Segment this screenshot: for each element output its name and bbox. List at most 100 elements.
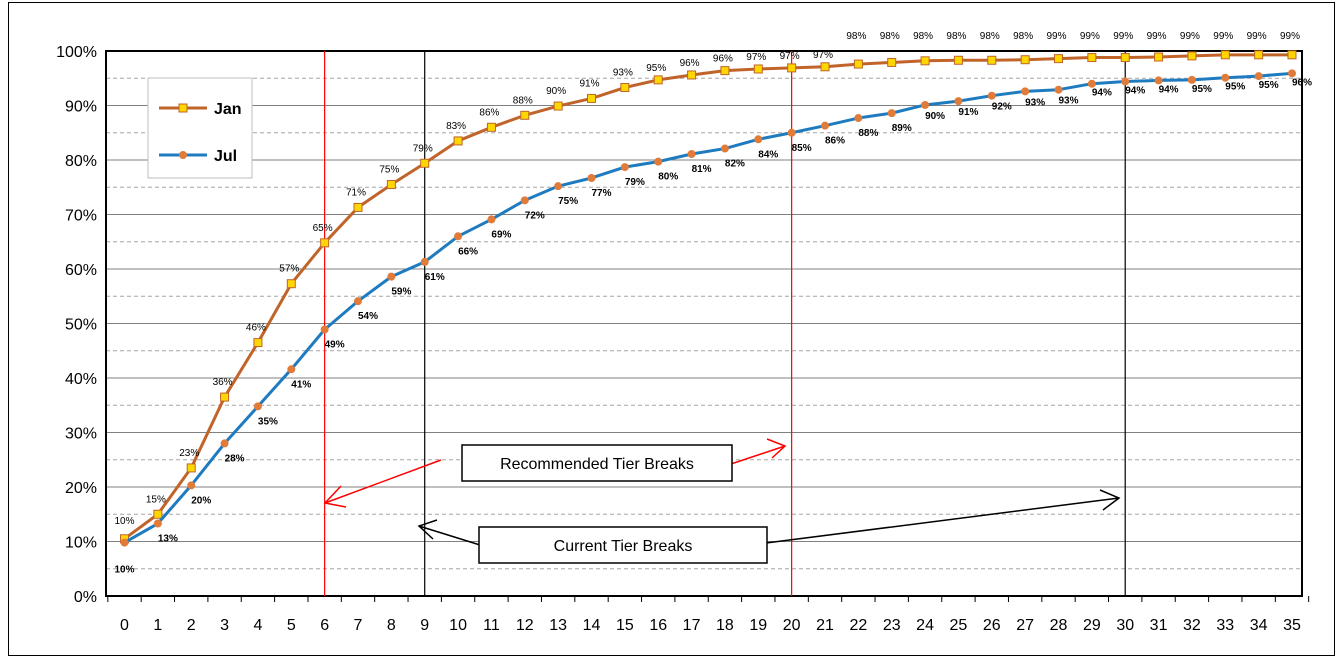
tier-break-lines xyxy=(324,51,1126,596)
x-tick-label: 10 xyxy=(449,617,467,634)
data-label-jul: 79% xyxy=(625,177,645,188)
x-tick-label: 31 xyxy=(1150,617,1168,634)
y-tick-label: 90% xyxy=(65,99,97,116)
recommended-arrowhead-right xyxy=(766,438,787,459)
x-tick-label: 6 xyxy=(320,617,329,634)
marker-jul xyxy=(287,365,296,374)
data-label-jan: 95% xyxy=(646,63,666,74)
marker-jul xyxy=(1254,72,1263,81)
data-label-jul: 41% xyxy=(291,379,311,390)
x-tick-label: 19 xyxy=(749,617,767,634)
marker-jul xyxy=(320,325,329,334)
data-label-jul: 35% xyxy=(258,416,278,427)
annotation-current: Current Tier Breaks xyxy=(417,489,1121,564)
marker-jan xyxy=(1020,55,1030,65)
y-tick-label: 70% xyxy=(65,208,97,225)
marker-jul xyxy=(654,157,663,166)
marker-jul xyxy=(1221,73,1230,82)
data-label-jan: 57% xyxy=(279,264,299,275)
chart-frame: 0% 10% 20% 30% 40% 50% 60% 70% 80% 90% 100% 0 1 2 3 4 5 6… xyxy=(8,2,1335,656)
x-tick-label: 12 xyxy=(516,617,534,634)
data-label-jul: 54% xyxy=(358,311,378,322)
x-tick-label: 21 xyxy=(816,617,834,634)
marker-jan xyxy=(320,238,330,248)
data-label-jan: 91% xyxy=(579,78,599,89)
data-label-jan: 99% xyxy=(1113,31,1133,42)
x-tick-label: 2 xyxy=(187,617,196,634)
current-arrow-left xyxy=(418,525,481,546)
data-label-jan: 99% xyxy=(1147,31,1167,42)
marker-jan xyxy=(1254,50,1264,60)
data-label-jul: 88% xyxy=(858,128,878,139)
marker-jan xyxy=(853,59,863,69)
marker-jul xyxy=(620,163,629,172)
marker-jul xyxy=(1087,79,1096,88)
recommended-arrow-right xyxy=(727,445,786,466)
x-tick-label: 17 xyxy=(683,617,701,634)
data-label-jul: 92% xyxy=(992,102,1012,113)
y-tick-label: 100% xyxy=(56,44,97,61)
marker-jul xyxy=(220,439,229,448)
marker-jul xyxy=(587,173,596,182)
data-label-jan: 99% xyxy=(1213,31,1233,42)
data-label-jan: 97% xyxy=(780,51,800,62)
marker-jan xyxy=(286,279,296,289)
data-label-jan: 83% xyxy=(446,121,466,132)
data-label-jul: 96% xyxy=(1292,77,1312,88)
marker-jan xyxy=(1220,50,1230,60)
marker-jan xyxy=(220,392,230,402)
data-label-jul: 61% xyxy=(425,272,445,283)
data-label-jan: 36% xyxy=(213,377,233,388)
marker-jan xyxy=(453,136,463,146)
data-label-jul: 82% xyxy=(725,159,745,170)
x-tick-label: 35 xyxy=(1283,617,1301,634)
data-label-jan: 88% xyxy=(513,95,533,106)
data-label-jan: 23% xyxy=(179,448,199,459)
data-label-jul: 66% xyxy=(458,246,478,257)
recommended-box xyxy=(461,444,733,482)
marker-jul xyxy=(821,121,829,130)
marker-jul xyxy=(153,519,162,528)
marker-jan xyxy=(1287,50,1297,60)
data-label-jan: 98% xyxy=(913,31,933,42)
marker-jan xyxy=(787,63,797,73)
data-label-jan: 96% xyxy=(713,54,733,65)
current-label: Current Tier Breaks xyxy=(554,538,693,555)
marker-jan xyxy=(1120,53,1130,63)
legend-jan-label: Jan xyxy=(214,101,242,118)
data-label-jan: 71% xyxy=(346,187,366,198)
x-tick-label: 4 xyxy=(253,617,262,634)
x-tick-label: 34 xyxy=(1250,617,1268,634)
marker-jan xyxy=(486,122,496,132)
x-tick-label: 8 xyxy=(387,617,396,634)
x-tick-label: 15 xyxy=(616,617,634,634)
data-label-jul: 59% xyxy=(391,287,411,298)
data-label-jul: 95% xyxy=(1192,84,1212,95)
series-group xyxy=(120,50,1297,547)
marker-jul xyxy=(1121,77,1130,86)
data-label-jan: 15% xyxy=(146,494,166,505)
data-label-jan: 65% xyxy=(313,223,333,234)
marker-jul xyxy=(253,402,262,411)
data-label-jan: 90% xyxy=(546,86,566,97)
recommended-label: Recommended Tier Breaks xyxy=(500,456,694,473)
current-arrow-right xyxy=(765,497,1120,544)
x-tick-label: 22 xyxy=(849,617,867,634)
marker-jul xyxy=(754,135,763,144)
x-tick-label: 20 xyxy=(783,617,801,634)
data-label-jan: 10% xyxy=(114,516,134,527)
data-label-jan: 93% xyxy=(613,68,633,79)
data-label-jul: 95% xyxy=(1225,82,1245,93)
marker-jul xyxy=(887,109,896,118)
y-tick-label: 30% xyxy=(65,426,97,443)
x-tick-label: 16 xyxy=(649,617,667,634)
data-label-jul: 86% xyxy=(825,136,845,147)
grid xyxy=(105,50,1303,597)
tier-break-chart: 0%10%20%30%40%50%60%70%80%90%100%0 1 2 3 4 5 6… xyxy=(56,31,1312,634)
marker-jan xyxy=(953,55,963,65)
data-label-jan: 99% xyxy=(1280,31,1300,42)
x-tick-label: 30 xyxy=(1116,617,1134,634)
data-label-jul: 94% xyxy=(1092,88,1112,99)
marker-jul xyxy=(1187,75,1196,84)
marker-jul xyxy=(420,257,429,266)
